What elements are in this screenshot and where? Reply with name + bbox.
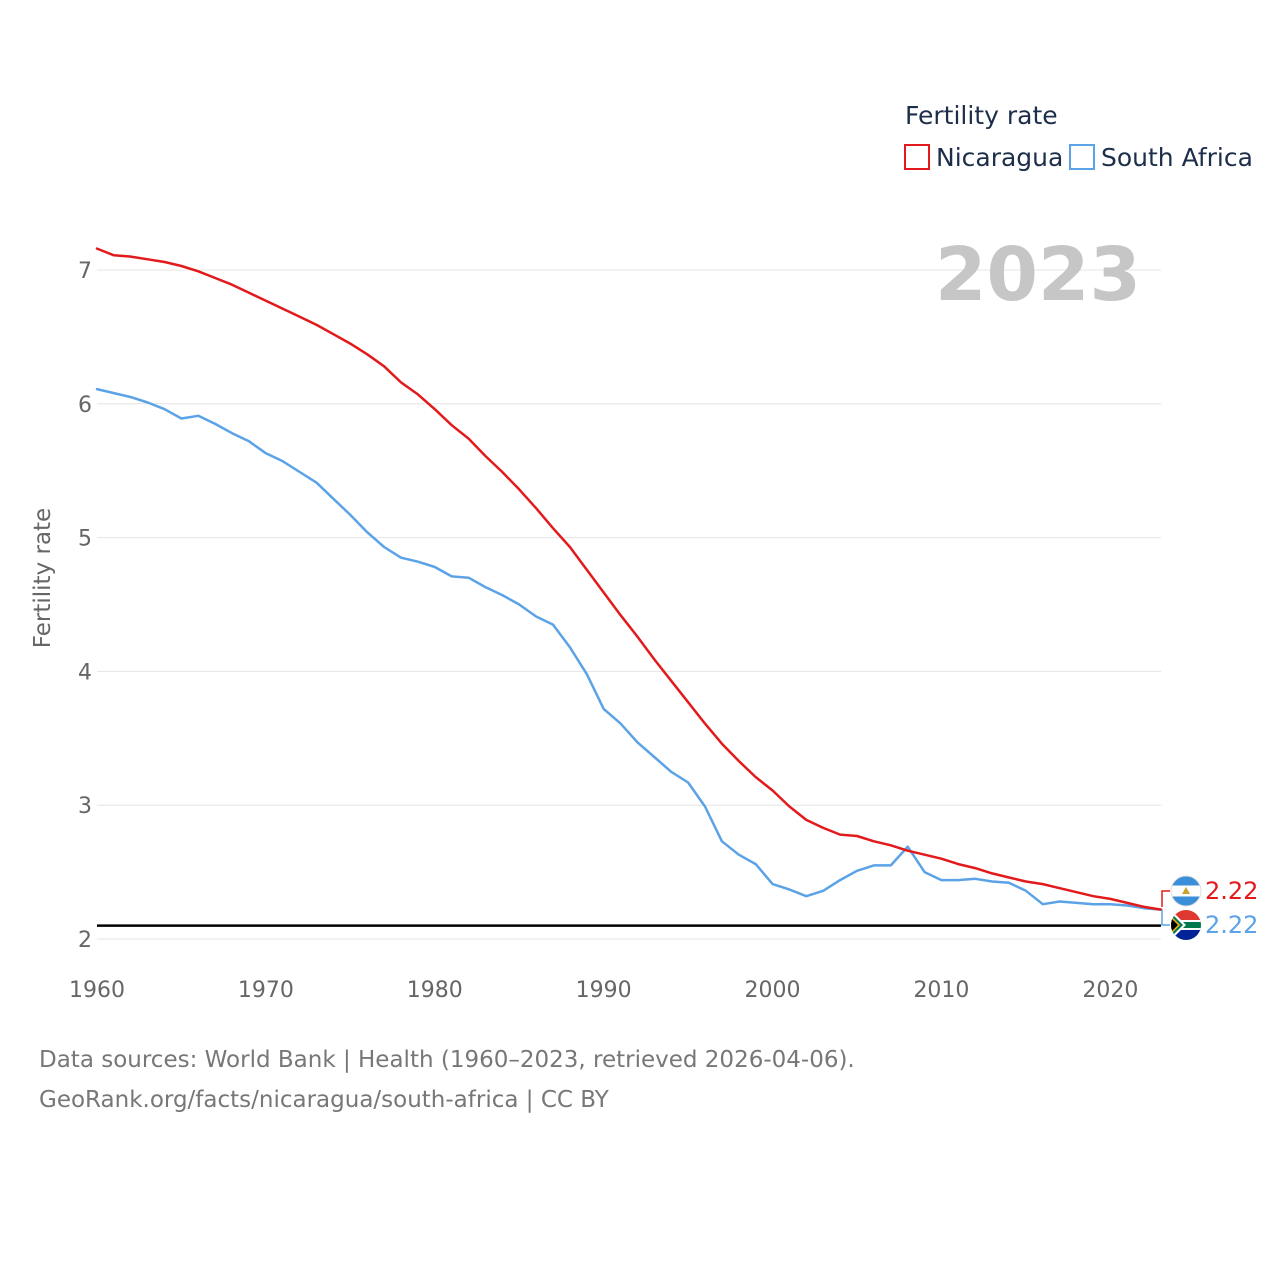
x-tick-label: 1960 — [69, 978, 125, 1003]
series-line-nicaragua[interactable] — [95, 247, 1163, 911]
end-connector-nicaragua — [1161, 890, 1170, 907]
y-tick-label: 4 — [78, 660, 92, 685]
legend: Fertility rate Nicaragua South Africa — [904, 101, 1253, 172]
x-tick-label: 2010 — [913, 978, 969, 1003]
y-tick-label: 5 — [78, 527, 92, 552]
end-connector-south-africa — [1161, 910, 1170, 926]
y-axis-title: Fertility rate — [30, 508, 56, 648]
x-tick-label: 2000 — [745, 978, 801, 1003]
legend-label-nicaragua[interactable]: Nicaragua — [936, 143, 1063, 172]
x-tick-label: 2020 — [1082, 978, 1138, 1003]
current-year-label: 2023 — [935, 232, 1141, 318]
source-line-1: Data sources: World Bank | Health (1960–… — [39, 1047, 855, 1073]
series-line-south-africa[interactable] — [95, 387, 1163, 911]
legend-swatch-south-africa[interactable] — [1069, 144, 1095, 170]
y-axis-ticks: 2 3 4 5 6 7 — [78, 259, 92, 953]
y-tick-label: 3 — [78, 794, 92, 819]
x-tick-label: 1970 — [238, 978, 294, 1003]
legend-label-south-africa[interactable]: South Africa — [1101, 143, 1253, 172]
end-value-nicaragua: 2.22 — [1205, 877, 1258, 905]
y-tick-label: 6 — [78, 393, 92, 418]
x-axis-ticks: 1960 1970 1980 1990 2000 2010 2020 — [69, 978, 1138, 1003]
gridlines — [97, 269, 1161, 940]
x-tick-label: 1990 — [576, 978, 632, 1003]
x-tick-label: 1980 — [407, 978, 463, 1003]
legend-swatch-nicaragua[interactable] — [904, 144, 930, 170]
y-tick-label: 2 — [78, 928, 92, 953]
y-tick-label: 7 — [78, 259, 92, 284]
legend-title: Fertility rate — [905, 101, 1058, 130]
end-markers: 2.22 2.22 — [1161, 875, 1258, 940]
series-lines — [95, 247, 1163, 911]
south-africa-flag-icon — [1171, 910, 1201, 940]
end-value-south-africa: 2.22 — [1205, 911, 1258, 939]
nicaragua-flag-icon — [1170, 875, 1202, 907]
source-line-2: GeoRank.org/facts/nicaragua/south-africa… — [39, 1087, 609, 1113]
